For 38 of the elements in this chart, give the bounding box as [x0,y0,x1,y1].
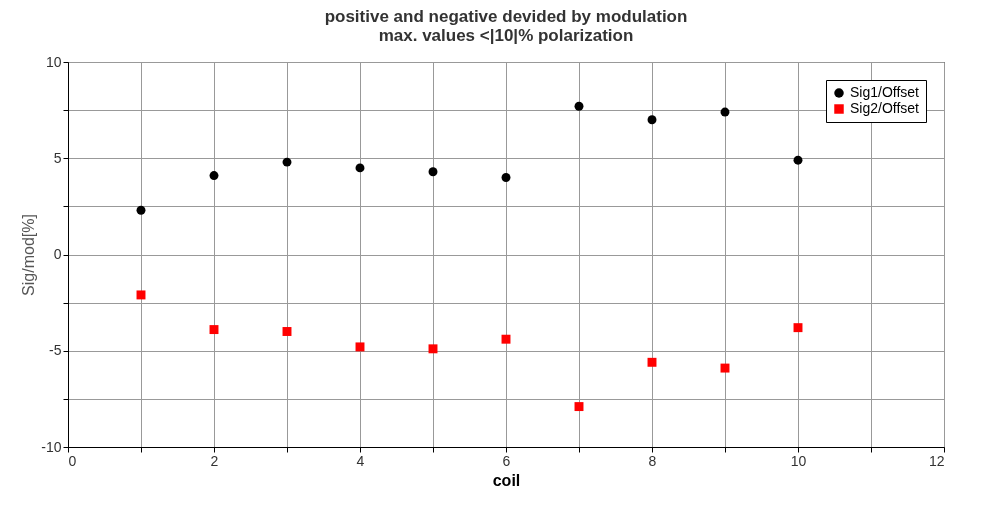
text: max. values <|10|% polarization [378,26,634,45]
x-tick-label: 0 [68,452,77,469]
y-tick-label: -10 [41,438,62,455]
point [720,107,730,117]
x-tick-label: 10 [790,452,807,469]
point [428,344,438,354]
point [793,323,803,333]
y-tick-label: 0 [53,246,62,262]
point [501,173,511,182]
point [647,357,657,367]
point [282,157,292,167]
text: positive and negative devided by modulation [324,7,688,26]
point [428,167,438,177]
point [793,155,803,165]
y-tick-label: -5 [49,342,62,359]
point [355,163,365,173]
x-tick-label: 6 [502,452,511,469]
point [720,363,730,373]
x-tick-label: 4 [356,452,365,469]
legend-label: Sig2/Offset [850,100,920,116]
legend-label: Sig1/Offset [850,84,920,100]
point [209,325,219,335]
y-tick-label: 10 [45,53,62,70]
point [282,327,292,336]
point [574,101,584,111]
x-tick-label: 8 [648,452,657,469]
point [501,334,511,344]
point [209,171,219,181]
x-tick-label: 12 [928,452,945,469]
y-tick-label: 5 [53,149,62,166]
x-tick-label: 2 [210,452,219,469]
point [574,402,584,412]
point [355,342,365,352]
point [647,115,657,125]
point [136,205,146,215]
point [136,290,146,300]
y-axis-title: Sig/mod[%] [20,214,38,296]
x-axis-title: coil [492,471,521,489]
